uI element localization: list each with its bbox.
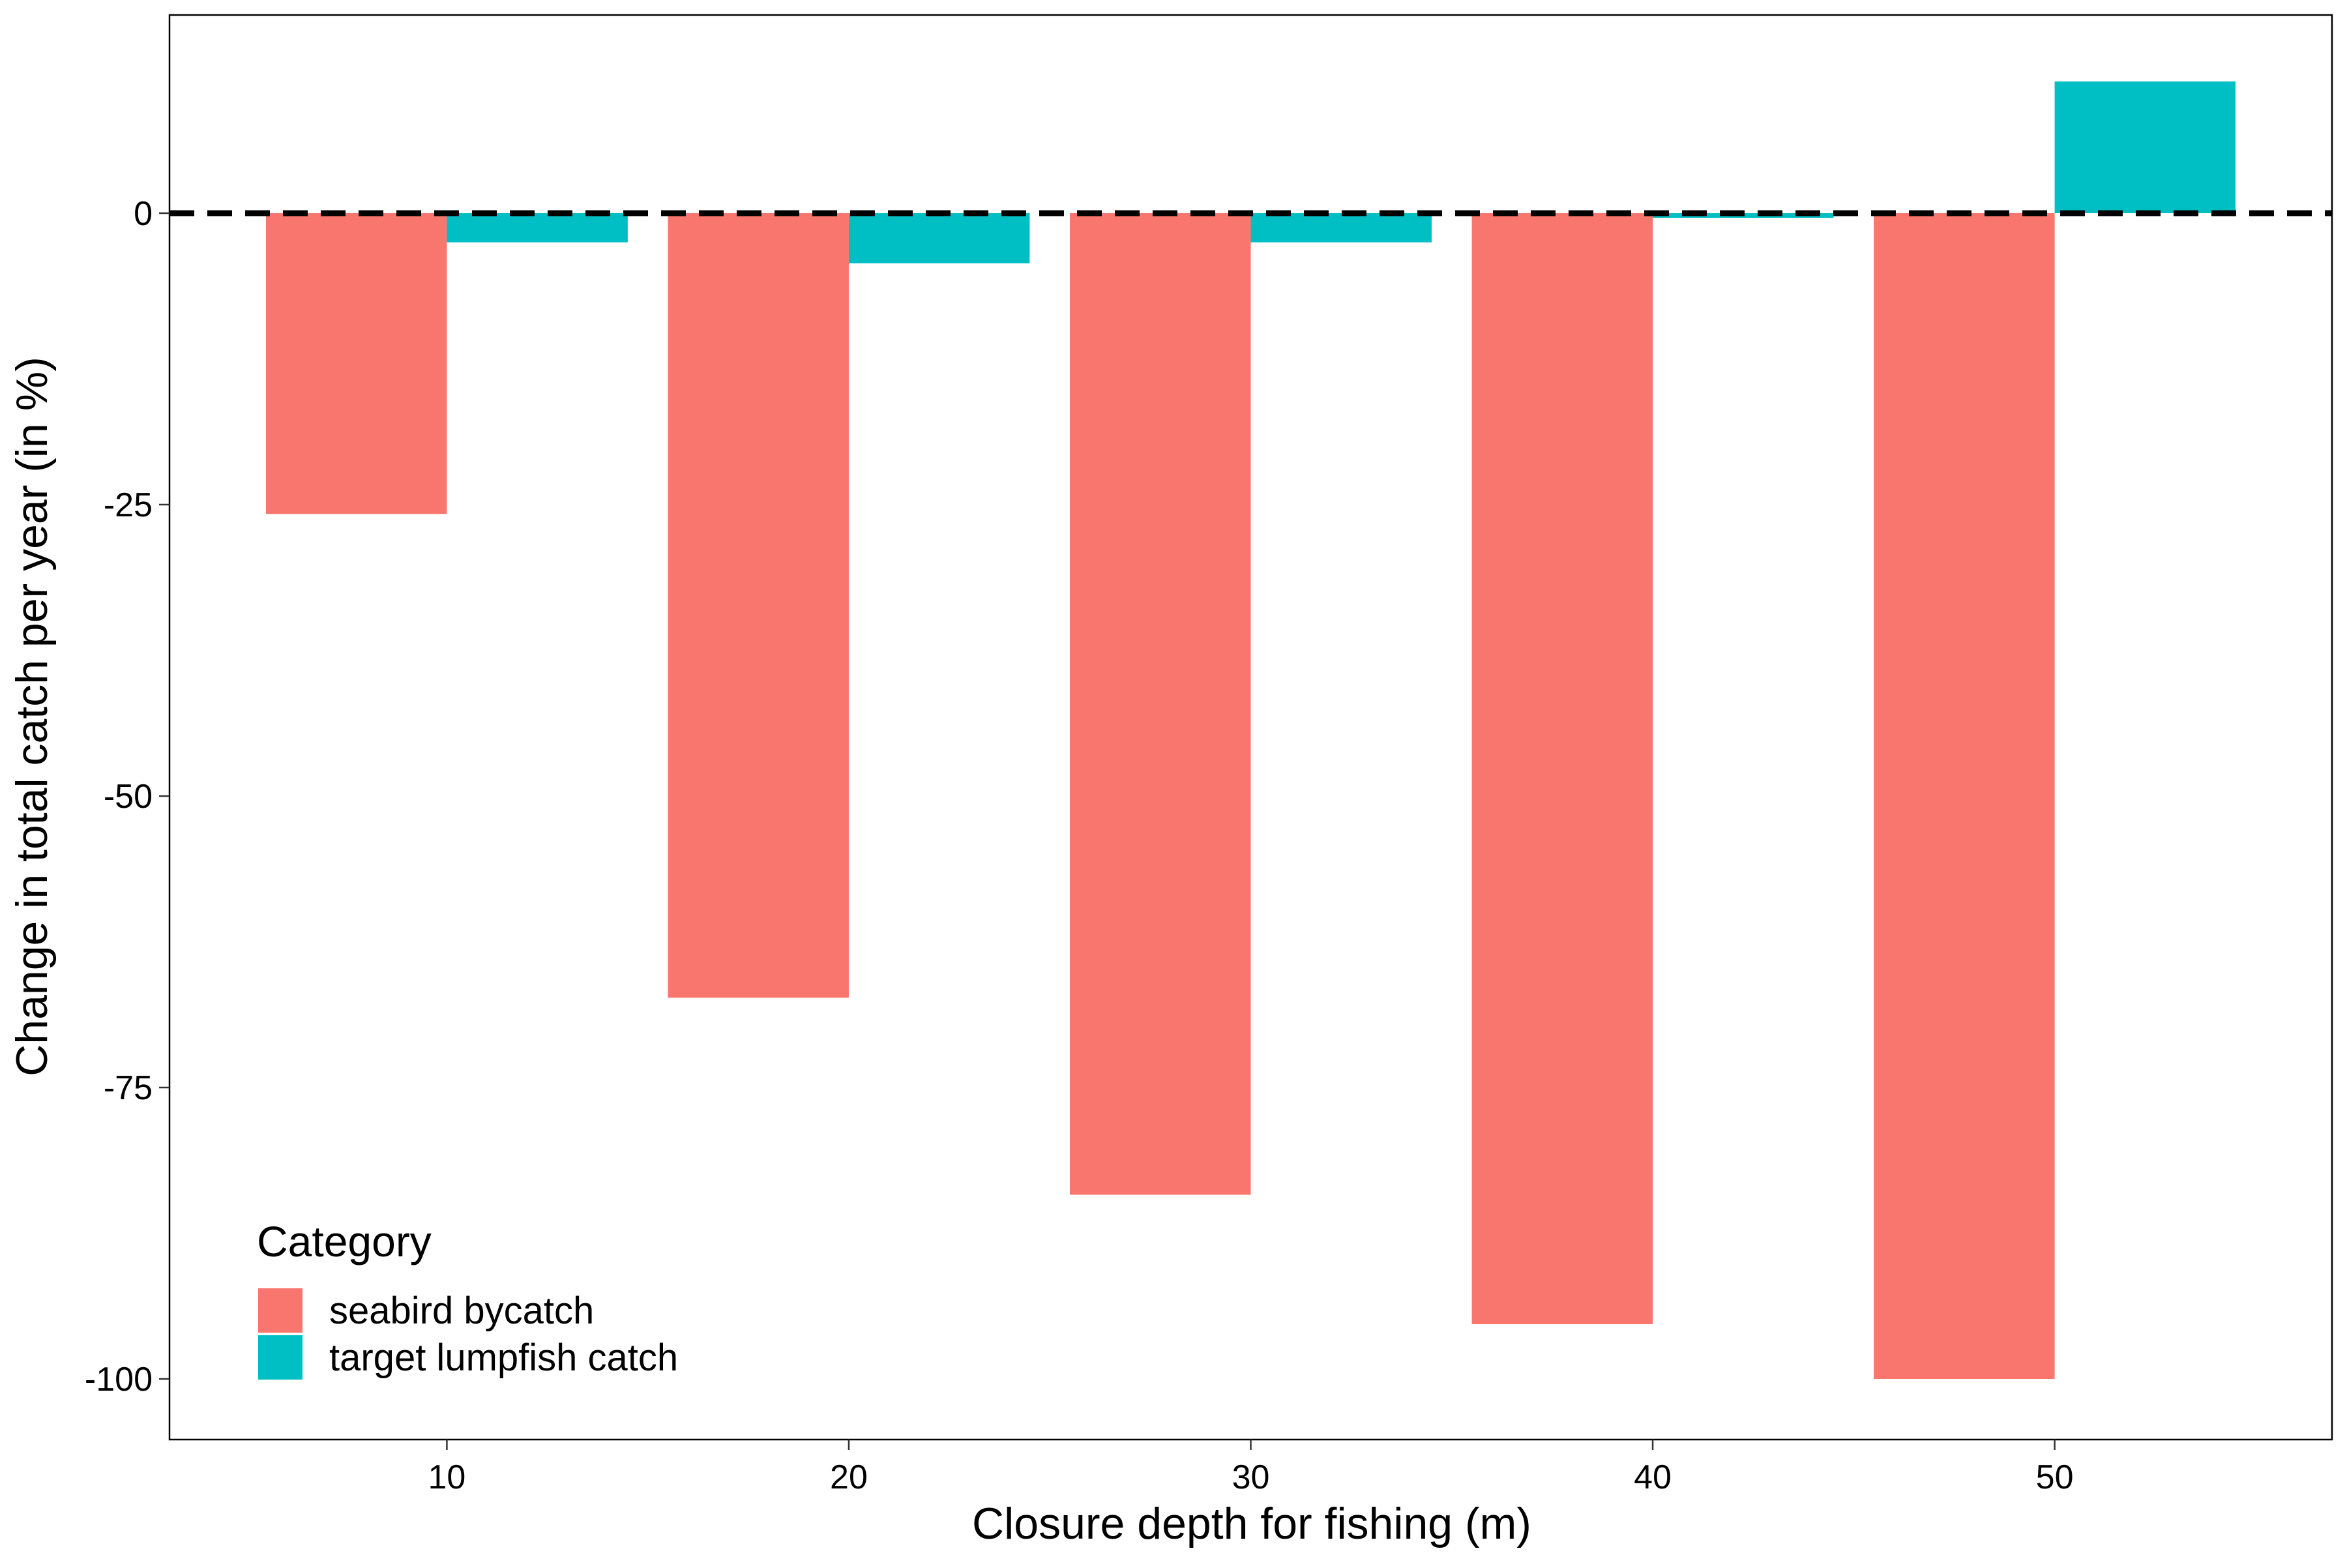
x-tick-label-50: 50 (2036, 1458, 2074, 1496)
x-tick-label-10: 10 (428, 1458, 465, 1496)
legend-label-seabird-bycatch: seabird bycatch (329, 1290, 594, 1332)
x-tick-label-30: 30 (1232, 1458, 1270, 1496)
y-tick-label-0: 0 (134, 195, 153, 233)
legend-key-target-lumpfish-catch (258, 1335, 303, 1380)
legend-key-seabird-bycatch (258, 1288, 303, 1333)
bar-seabird-bycatch-20 (668, 213, 849, 998)
bars-layer (265, 81, 2236, 1380)
x-tick-label-40: 40 (1634, 1458, 1672, 1496)
y-tick-label-100: -100 (85, 1361, 153, 1398)
bar-seabird-bycatch-50 (1874, 213, 2055, 1380)
y-tick-label-50: -50 (104, 778, 153, 816)
x-tick-label-20: 20 (830, 1458, 868, 1496)
y-axis-title: Change in total catch per year (in %) (7, 357, 57, 1076)
bar-target-lumpfish-catch-30 (1250, 213, 1432, 243)
x-axis-title: Closure depth for fishing (m) (972, 1499, 1531, 1548)
bar-seabird-bycatch-40 (1471, 213, 1653, 1324)
bar-target-lumpfish-catch-50 (2054, 81, 2236, 213)
bar-target-lumpfish-catch-10 (447, 213, 628, 243)
y-axis: 0 -25 -50 -75 -100 (85, 195, 170, 1398)
legend-label-target-lumpfish-catch: target lumpfish catch (329, 1337, 678, 1379)
y-tick-label-75: -75 (104, 1069, 153, 1107)
y-tick-label-25: -25 (104, 486, 153, 524)
bar-seabird-bycatch-10 (265, 213, 447, 514)
legend: Category seabird bycatch target lumpfish… (257, 1217, 678, 1380)
bar-target-lumpfish-catch-20 (848, 213, 1030, 263)
legend-title: Category (257, 1217, 432, 1265)
x-axis: 10 20 30 40 50 (428, 1440, 2074, 1496)
bar-seabird-bycatch-30 (1070, 213, 1251, 1195)
